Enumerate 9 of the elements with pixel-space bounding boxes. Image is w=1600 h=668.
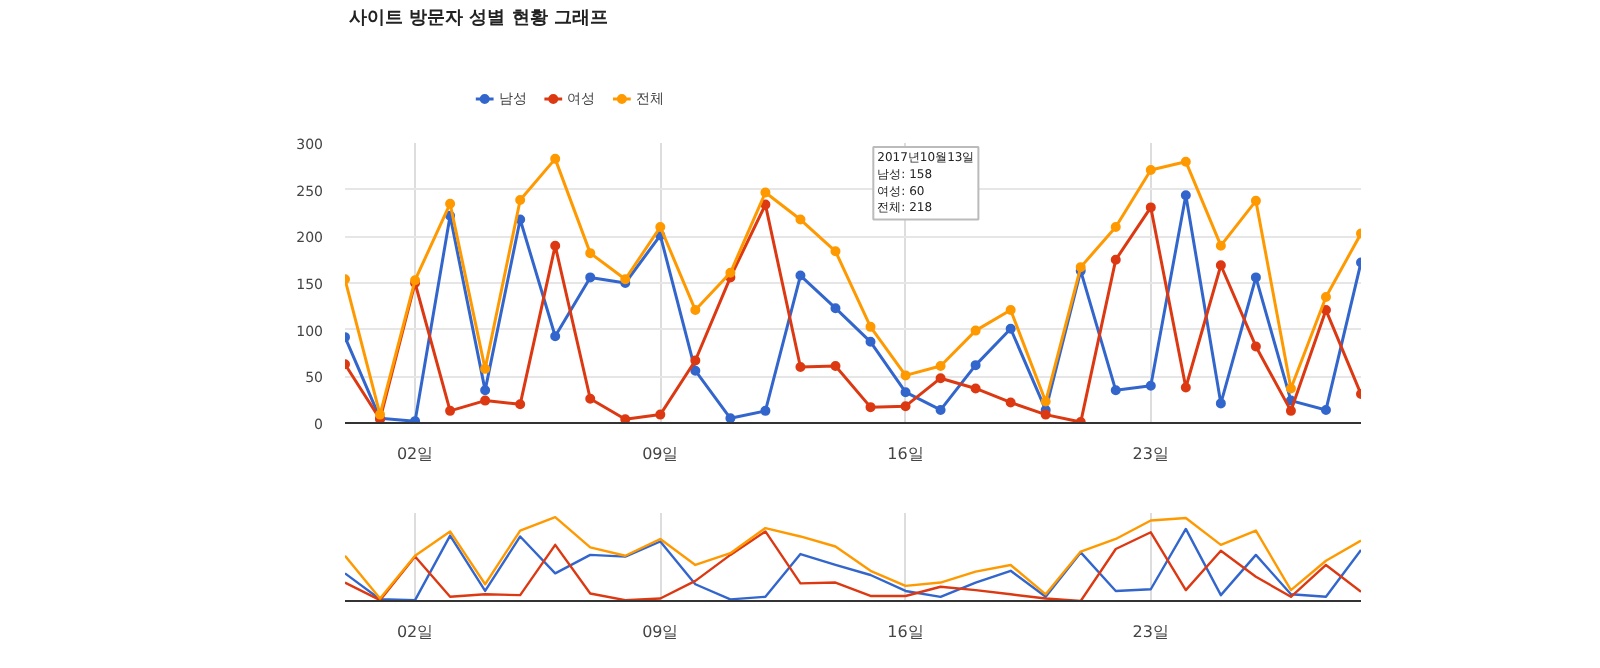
x-tick-label: 23일 xyxy=(1132,623,1169,641)
x-tick-label: 23일 xyxy=(1132,445,1169,463)
x-tick-label: 02일 xyxy=(396,623,434,641)
x-tick-label: 16일 xyxy=(887,623,924,641)
x-tick-label: 09일 xyxy=(642,445,679,463)
x-tick-label: 16일 xyxy=(887,445,924,463)
x-tick-label: 09일 xyxy=(642,623,679,641)
x-tick-label: 02일 xyxy=(396,445,434,463)
chart-title: 사이트 방문자 성별 현황 그래프 xyxy=(348,9,608,29)
